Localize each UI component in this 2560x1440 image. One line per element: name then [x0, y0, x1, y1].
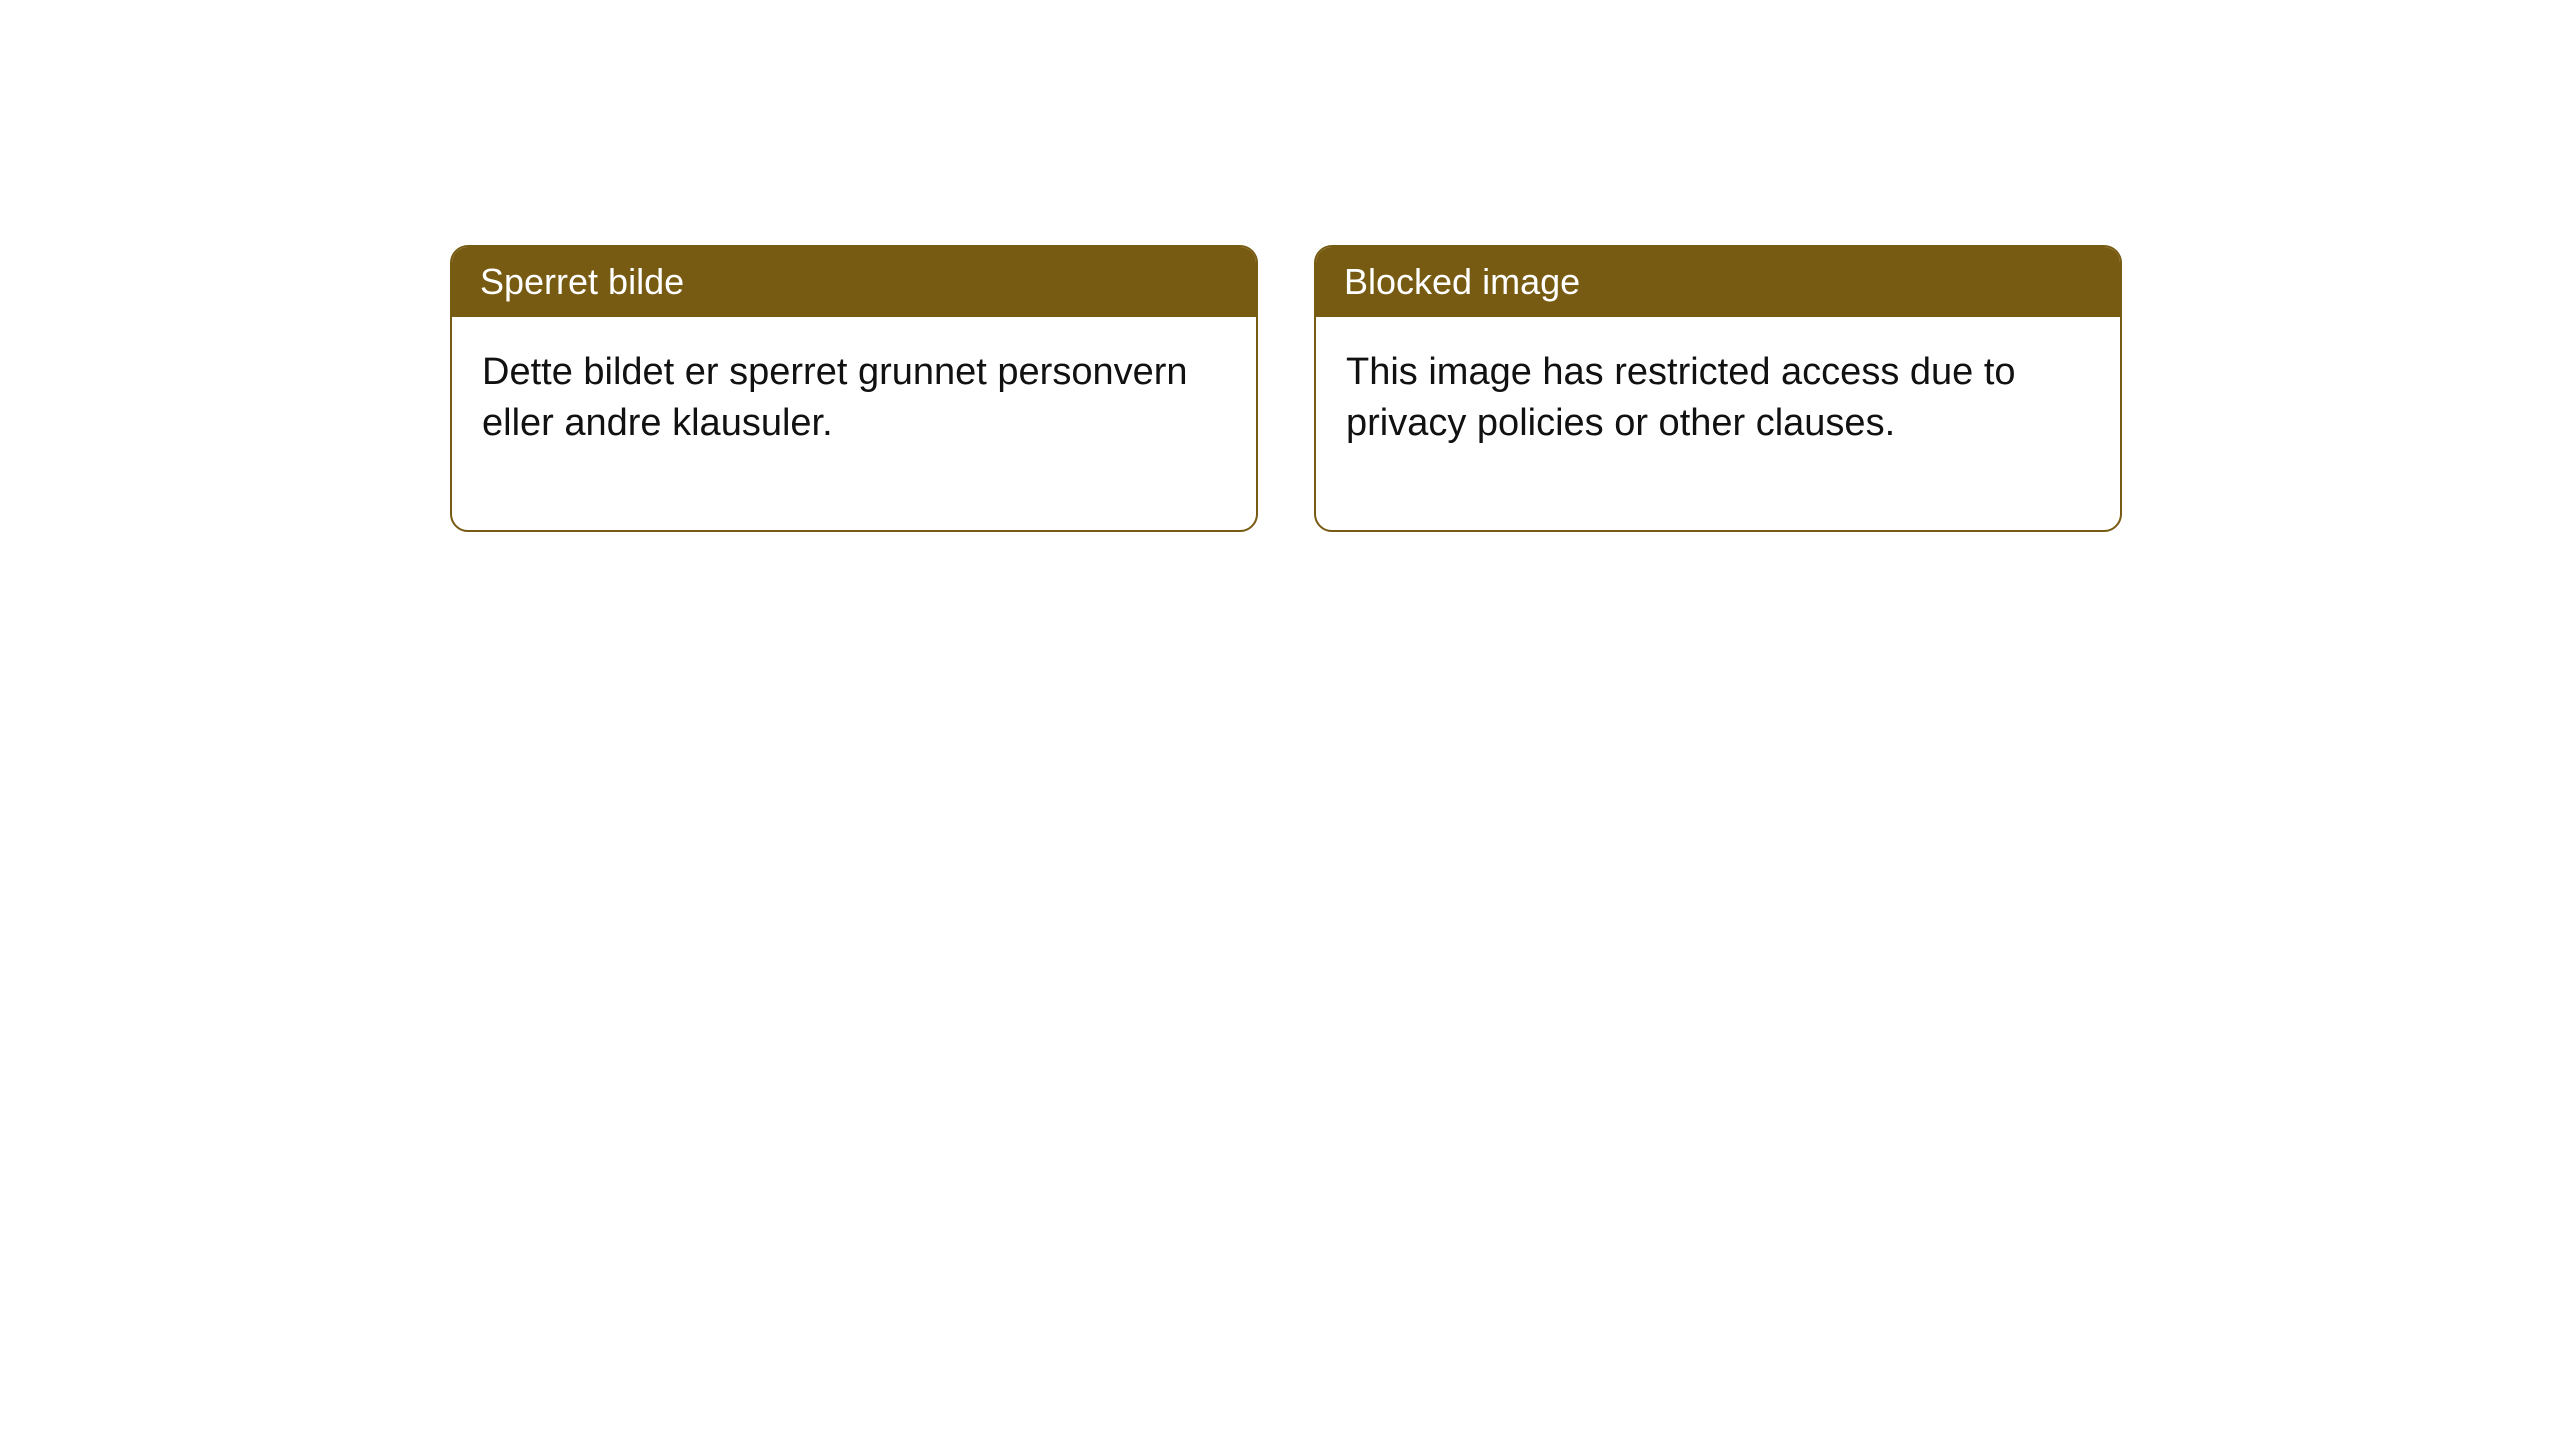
notice-card-body: Dette bildet er sperret grunnet personve…: [452, 317, 1256, 530]
notice-card-body: This image has restricted access due to …: [1316, 317, 2120, 530]
notice-card-title: Sperret bilde: [452, 247, 1256, 317]
notice-card-english: Blocked image This image has restricted …: [1314, 245, 2122, 532]
notice-card-norwegian: Sperret bilde Dette bildet er sperret gr…: [450, 245, 1258, 532]
notice-card-title: Blocked image: [1316, 247, 2120, 317]
notice-container: Sperret bilde Dette bildet er sperret gr…: [450, 245, 2122, 532]
